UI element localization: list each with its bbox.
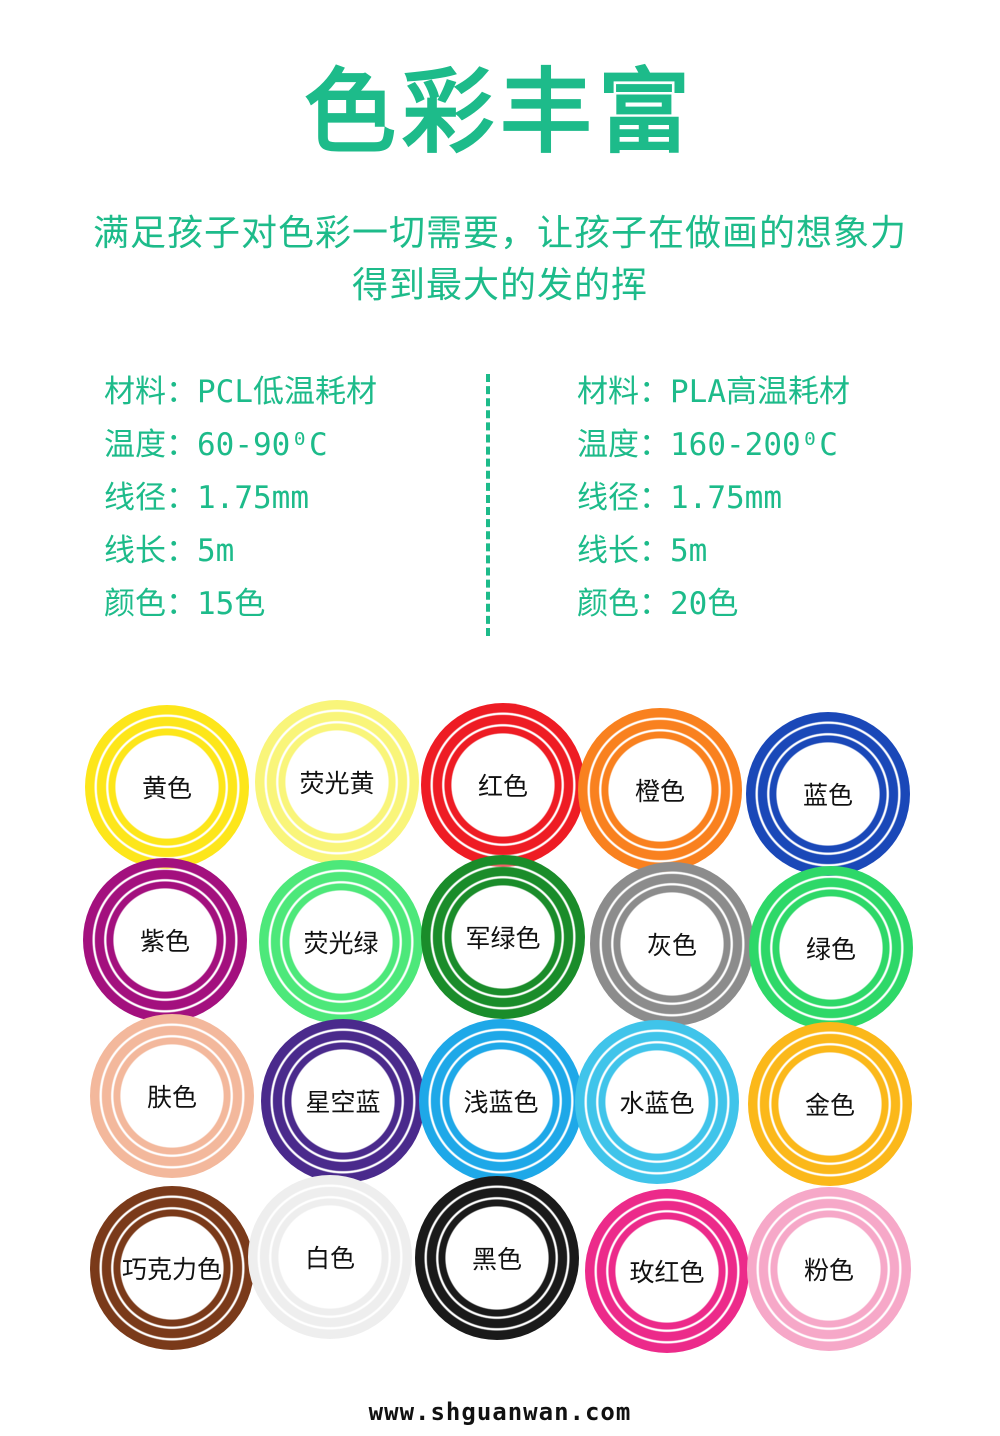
color-label: 绿色 [805,935,857,964]
filament-coil [85,705,249,869]
color-label: 巧克力色 [121,1255,223,1284]
filament-coil [749,866,913,1030]
filament-coil [747,1187,911,1351]
color-label: 玫红色 [629,1258,705,1287]
filament-color-grid: 黄色 荧光黄 红色 橙色 蓝色紫色 荧光绿 军绿色 灰色 绿色肤色 星空蓝 浅蓝色 水蓝色 金色巧克力色… [0,690,1000,1370]
color-label: 浅蓝色 [463,1088,539,1117]
spec-material: 材料：PLA高温耗材 [577,374,850,410]
filament-coil [578,708,742,872]
filament-coil [421,855,585,1019]
color-label: 金色 [804,1091,856,1120]
color-label: 水蓝色 [619,1089,695,1118]
subtitle: 满足孩子对色彩一切需要，让孩子在做画的想象力 得到最大的发的挥 [40,208,960,312]
color-label: 荧光绿 [303,929,379,958]
subtitle-line-2: 得到最大的发的挥 [351,265,648,306]
spec-temperature: 温度：160-200⁰C [577,427,838,463]
color-label: 蓝色 [802,781,854,810]
subtitle-line-1: 满足孩子对色彩一切需要，让孩子在做画的想象力 [92,213,907,254]
spec-material: 材料：PCL低温耗材 [104,374,377,410]
spec-diameter: 线径：1.75mm [104,480,309,516]
filament-coil [585,1189,749,1353]
color-label: 橙色 [634,777,686,806]
spec-color-count: 颜色：20色 [577,586,739,622]
filament-coil [90,1186,254,1350]
filament-coil [255,700,419,864]
color-label: 黄色 [141,774,193,803]
filament-coil [575,1020,739,1184]
filament-coil [90,1014,254,1178]
filament-coil [259,860,423,1024]
filament-coil [748,1022,912,1186]
color-label: 肤色 [146,1083,198,1112]
spec-list-pcl: 材料：PCL低温耗材 温度：60-90⁰C 线径：1.75mm 线长：5m 颜色… [104,366,377,631]
color-label: 粉色 [803,1256,855,1285]
filament-coil [421,703,585,867]
color-label: 红色 [477,772,529,801]
filament-coil [261,1019,425,1183]
color-label: 灰色 [646,931,698,960]
color-label: 白色 [304,1244,356,1273]
filament-coil [590,862,754,1026]
color-label: 黑色 [471,1245,523,1274]
spec-temperature: 温度：60-90⁰C [104,427,328,463]
filament-coil [83,858,247,1022]
spec-diameter: 线径：1.75mm [577,480,782,516]
page-title: 色彩丰富 [303,59,696,166]
filament-coil [415,1176,579,1340]
color-label: 荧光黄 [299,769,375,798]
spec-list-pla: 材料：PLA高温耗材 温度：160-200⁰C 线径：1.75mm 线长：5m … [577,366,850,631]
spec-divider [486,374,490,636]
color-label: 紫色 [139,927,191,956]
spec-length: 线长：5m [104,533,235,569]
spec-color-count: 颜色：15色 [104,586,266,622]
filament-coil [746,712,910,876]
color-label: 星空蓝 [305,1088,381,1117]
spec-length: 线长：5m [577,533,708,569]
website-url: www.shguanwan.com [368,1398,632,1426]
filament-coil [419,1019,583,1183]
color-label: 军绿色 [465,924,541,953]
filament-coil [248,1175,412,1339]
